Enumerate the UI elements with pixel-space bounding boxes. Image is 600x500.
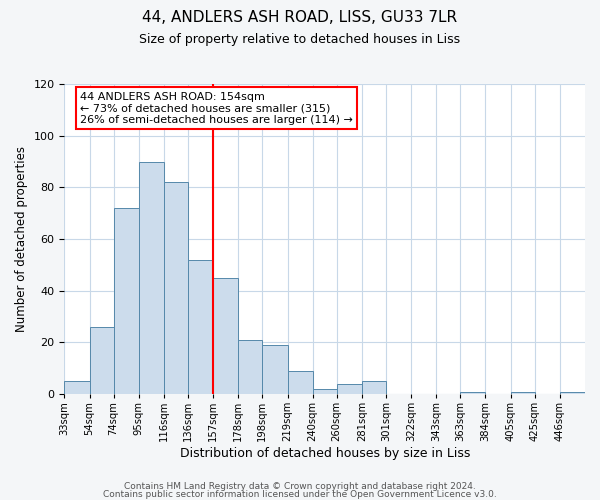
- Text: Contains HM Land Registry data © Crown copyright and database right 2024.: Contains HM Land Registry data © Crown c…: [124, 482, 476, 491]
- Text: 44, ANDLERS ASH ROAD, LISS, GU33 7LR: 44, ANDLERS ASH ROAD, LISS, GU33 7LR: [142, 10, 458, 25]
- Bar: [238, 340, 262, 394]
- Text: Size of property relative to detached houses in Liss: Size of property relative to detached ho…: [139, 32, 461, 46]
- Bar: [460, 392, 485, 394]
- Text: Contains public sector information licensed under the Open Government Licence v3: Contains public sector information licen…: [103, 490, 497, 499]
- Bar: [287, 371, 313, 394]
- Y-axis label: Number of detached properties: Number of detached properties: [15, 146, 28, 332]
- Text: 44 ANDLERS ASH ROAD: 154sqm
← 73% of detached houses are smaller (315)
26% of se: 44 ANDLERS ASH ROAD: 154sqm ← 73% of det…: [80, 92, 353, 125]
- Bar: [164, 182, 188, 394]
- Bar: [113, 208, 139, 394]
- Bar: [89, 327, 113, 394]
- Bar: [213, 278, 238, 394]
- X-axis label: Distribution of detached houses by size in Liss: Distribution of detached houses by size …: [179, 447, 470, 460]
- Bar: [313, 389, 337, 394]
- Bar: [362, 381, 386, 394]
- Bar: [64, 381, 89, 394]
- Bar: [560, 392, 585, 394]
- Bar: [337, 384, 362, 394]
- Bar: [511, 392, 535, 394]
- Bar: [262, 345, 287, 394]
- Bar: [188, 260, 213, 394]
- Bar: [139, 162, 164, 394]
